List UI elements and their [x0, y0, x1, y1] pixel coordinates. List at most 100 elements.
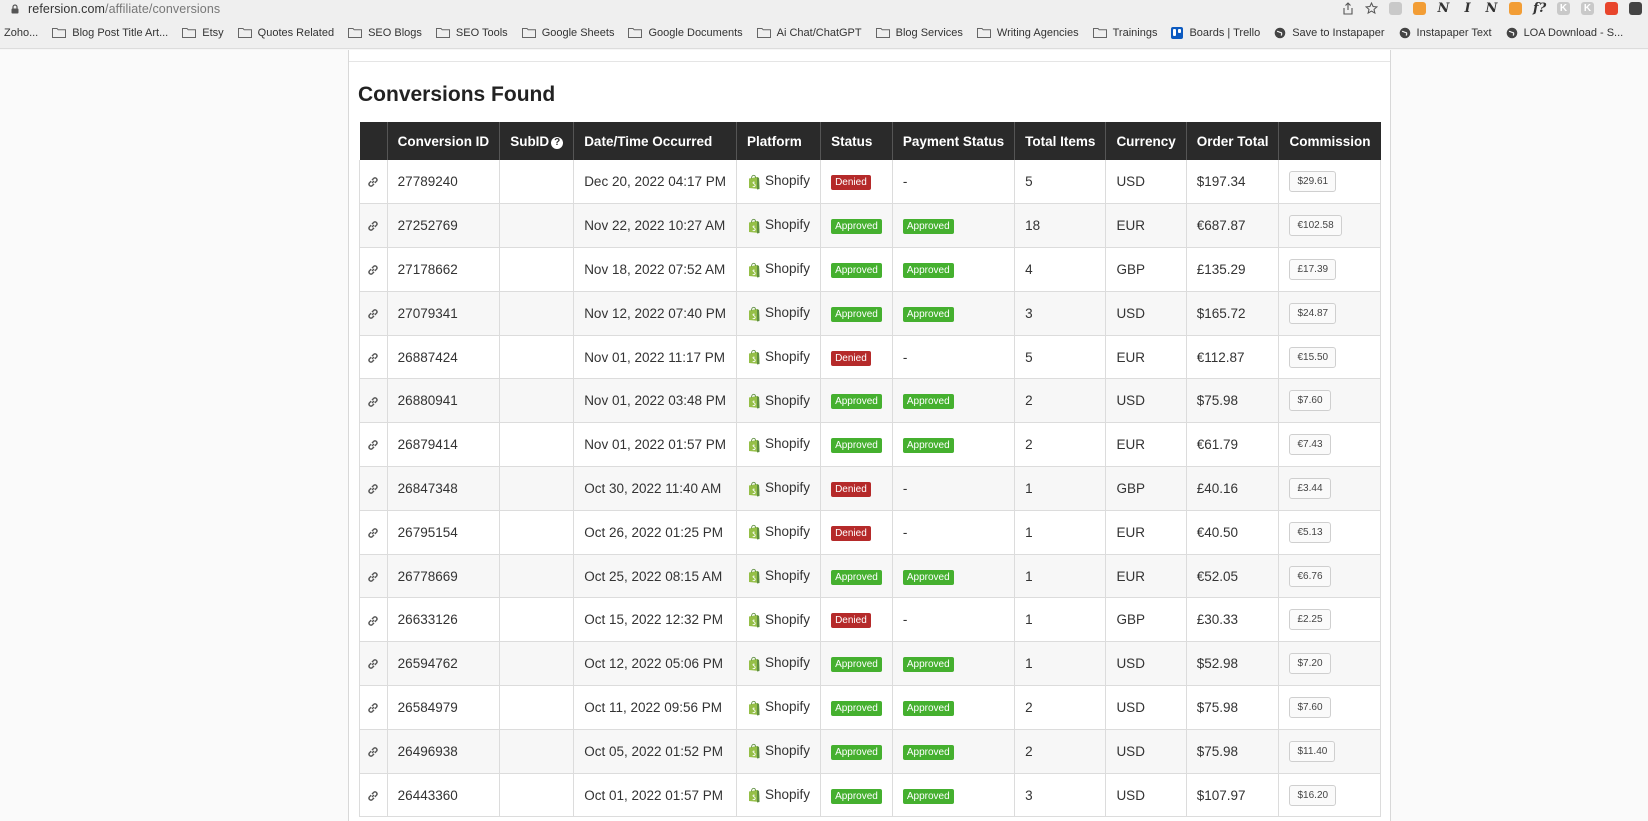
- help-icon[interactable]: ?: [551, 136, 564, 149]
- extension-k-icon[interactable]: K: [1557, 2, 1570, 15]
- total-items-cell: 1: [1014, 597, 1107, 643]
- extension-f-icon[interactable]: f?: [1533, 1, 1547, 16]
- total-items-cell: 5: [1014, 160, 1107, 205]
- bookmark-blog-services[interactable]: Blog Services: [869, 23, 970, 43]
- total-items-cell: 3: [1014, 291, 1107, 336]
- star-icon[interactable]: [1365, 2, 1378, 15]
- link-icon[interactable]: [366, 174, 380, 189]
- bookmark-save-to-instapaper[interactable]: Save to Instapaper: [1267, 23, 1391, 43]
- status-badge: Denied: [831, 613, 871, 629]
- link-cell: [359, 203, 388, 249]
- column-label: Currency: [1116, 133, 1176, 149]
- extension-orange-icon[interactable]: [1413, 2, 1426, 15]
- commission-button[interactable]: $16.20: [1289, 784, 1337, 806]
- payment-status-cell: -: [892, 597, 1016, 643]
- link-icon[interactable]: [366, 525, 380, 540]
- conversion-id-cell: 26887424: [387, 335, 501, 380]
- extension-flag-icon[interactable]: [1629, 2, 1642, 15]
- lock-icon: [11, 3, 19, 13]
- bookmark-trainings[interactable]: Trainings: [1086, 23, 1165, 43]
- commission-button[interactable]: $11.40: [1289, 740, 1336, 762]
- link-icon[interactable]: [366, 787, 380, 802]
- link-icon[interactable]: [366, 437, 380, 452]
- col-datetime-header: Date/Time Occurred: [573, 122, 738, 160]
- platform-label: Shopify: [765, 699, 811, 715]
- commission-button[interactable]: £2.25: [1289, 609, 1331, 631]
- notion-icon[interactable]: N: [1485, 1, 1498, 16]
- bookmark-boards-trello[interactable]: Boards | Trello: [1164, 23, 1267, 43]
- col-currency-header: Currency: [1105, 122, 1187, 160]
- currency-cell: EUR: [1105, 422, 1187, 468]
- address-bar[interactable]: refersion.com/affiliate/conversions: [0, 0, 1648, 17]
- shopify-icon: [747, 217, 765, 234]
- commission-button[interactable]: $24.87: [1289, 302, 1337, 324]
- link-icon[interactable]: [366, 218, 380, 233]
- extension-italic-i-icon[interactable]: I: [1464, 1, 1471, 16]
- subid-cell: [499, 597, 575, 643]
- bookmark-ai-chat-chatgpt[interactable]: Ai Chat/ChatGPT: [750, 23, 869, 43]
- commission-button[interactable]: $29.61: [1289, 171, 1337, 193]
- extension-grey-icon[interactable]: [1389, 2, 1402, 15]
- bookmark-quotes-related[interactable]: Quotes Related: [231, 23, 341, 43]
- commission-button[interactable]: $7.20: [1289, 653, 1331, 675]
- conversion-id-cell: 27178662: [387, 247, 501, 292]
- column-label: Order Total: [1196, 133, 1269, 149]
- datetime-cell: Nov 01, 2022 03:48 PM: [573, 378, 738, 424]
- conversion-id-cell: 26795154: [387, 510, 501, 555]
- link-icon[interactable]: [366, 568, 380, 583]
- subid-cell: [499, 291, 575, 336]
- order-total-cell: $75.98: [1186, 685, 1280, 730]
- commission-button[interactable]: €102.58: [1289, 215, 1342, 237]
- table-row: 26594762 Oct 12, 2022 05:06 PM Shopify Appr…: [359, 641, 1381, 687]
- subid-cell: [499, 160, 575, 205]
- commission-button[interactable]: €5.13: [1289, 521, 1331, 543]
- column-label: Status: [831, 133, 873, 149]
- bookmark-blog-post-title-art[interactable]: Blog Post Title Art...: [45, 23, 175, 43]
- bookmark-etsy[interactable]: Etsy: [175, 23, 230, 43]
- extension-k2-icon[interactable]: K: [1581, 2, 1594, 15]
- bookmark-instapaper-text[interactable]: Instapaper Text: [1392, 23, 1499, 43]
- link-icon[interactable]: [366, 481, 380, 496]
- bookmark-google-sheets[interactable]: Google Sheets: [515, 23, 622, 43]
- col-link-header: [359, 122, 388, 160]
- commission-cell: €7.43: [1278, 422, 1381, 468]
- url-text[interactable]: refersion.com/affiliate/conversions: [28, 2, 220, 16]
- link-icon[interactable]: [366, 744, 380, 759]
- link-icon[interactable]: [366, 656, 380, 671]
- subid-cell: [499, 729, 575, 774]
- link-icon[interactable]: [366, 349, 380, 364]
- commission-button[interactable]: €6.76: [1289, 565, 1331, 587]
- column-label: Date/Time Occurred: [584, 133, 713, 149]
- bookmark-google-documents[interactable]: Google Documents: [621, 23, 749, 43]
- link-icon[interactable]: [366, 700, 380, 715]
- platform-label: Shopify: [765, 743, 811, 759]
- commission-button[interactable]: £17.39: [1289, 258, 1337, 280]
- link-icon[interactable]: [366, 612, 380, 627]
- bookmark-seo-tools[interactable]: SEO Tools: [429, 23, 515, 43]
- link-icon[interactable]: [366, 306, 380, 321]
- bookmark-seo-blogs[interactable]: SEO Blogs: [341, 23, 429, 43]
- bookmark-writing-agencies[interactable]: Writing Agencies: [970, 23, 1086, 43]
- platform-cell: Shopify: [736, 510, 822, 555]
- commission-button[interactable]: $7.60: [1289, 390, 1331, 412]
- payment-status-cell: Approved: [892, 378, 1016, 424]
- order-total-cell: $107.97: [1186, 773, 1280, 818]
- platform-cell: Shopify: [736, 378, 822, 424]
- commission-button[interactable]: £3.44: [1289, 477, 1331, 499]
- bookmark-zoho[interactable]: Zoho...: [0, 23, 45, 43]
- bookmark-loa-download-s[interactable]: LOA Download - S...: [1499, 23, 1631, 43]
- bookmark-label: Trainings: [1112, 26, 1158, 39]
- link-icon[interactable]: [366, 393, 380, 408]
- commission-button[interactable]: €15.50: [1289, 346, 1337, 368]
- extension-red-icon[interactable]: [1605, 2, 1618, 15]
- commission-button[interactable]: $7.60: [1289, 696, 1331, 718]
- status-cell: Approved: [820, 554, 893, 599]
- platform-label: Shopify: [765, 436, 811, 452]
- currency-cell: EUR: [1105, 510, 1187, 555]
- extension-n-icon[interactable]: N: [1437, 1, 1450, 16]
- link-icon[interactable]: [366, 262, 380, 277]
- share-icon[interactable]: [1342, 2, 1354, 15]
- commission-button[interactable]: €7.43: [1289, 434, 1331, 456]
- platform-label: Shopify: [765, 305, 811, 321]
- extension-badge-icon[interactable]: [1509, 2, 1522, 15]
